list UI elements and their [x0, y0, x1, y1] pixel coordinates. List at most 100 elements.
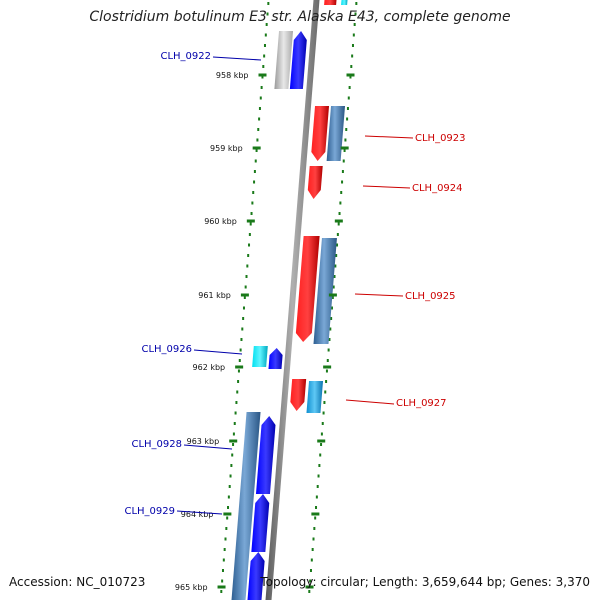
guide-dot-left: [256, 138, 259, 142]
guide-dot-right: [338, 212, 341, 215]
guide-dot-right: [309, 569, 312, 572]
tick-mark-right: [340, 146, 349, 150]
guide-dot-right: [337, 222, 340, 226]
guide-dot-right: [352, 33, 355, 37]
guide-dot-right: [342, 159, 345, 163]
guide-dot-left: [233, 422, 236, 425]
tick-label: 960 kbp: [204, 217, 237, 226]
guide-dot-left: [246, 264, 249, 268]
guide-dot-right: [350, 65, 353, 68]
guide-dot-left: [267, 2, 270, 5]
guide-dot-left: [237, 369, 240, 373]
guide-dot-right: [327, 348, 330, 352]
tick-mark-left: [235, 365, 244, 369]
guide-dot-right: [321, 422, 324, 425]
guide-dot-left: [231, 453, 234, 457]
guide-dot-right: [325, 369, 328, 373]
gene-clh0923-steel: [326, 106, 346, 161]
guide-dot-left: [265, 23, 268, 26]
guide-dot-left: [264, 33, 267, 37]
guide-dot-left: [232, 432, 235, 436]
guide-dot-left: [253, 180, 256, 184]
guide-dot-left: [263, 54, 266, 58]
guide-dot-right: [317, 474, 320, 478]
tick-mark-right: [311, 512, 320, 516]
guide-dot-right: [348, 86, 351, 89]
gene-clh0922: [289, 31, 307, 89]
guide-dot-left: [225, 527, 228, 530]
guide-dot-left: [234, 411, 237, 415]
guide-dot-left: [240, 338, 243, 341]
guide-dot-left: [236, 390, 239, 394]
guide-dot-right: [316, 485, 319, 488]
guide-dot-right: [318, 464, 321, 467]
guide-dot-right: [320, 443, 323, 446]
guide-dot-right: [333, 275, 336, 278]
guide-dot-left: [258, 107, 261, 110]
guide-dot-right: [336, 233, 339, 236]
tick-mark-left: [252, 146, 261, 150]
guide-dot-right: [315, 495, 318, 499]
gene-clh0929: [251, 494, 270, 552]
guide-dot-right: [332, 285, 335, 289]
gene-clh0923: [311, 106, 330, 161]
gene-clh0924: [307, 166, 323, 199]
guide-dot-left: [227, 495, 230, 499]
guide-dot-right: [346, 107, 349, 110]
guide-dot-right: [329, 327, 332, 331]
genome-stats-text: Topology: circular; Length: 3,659,644 bp…: [260, 575, 590, 589]
gene-features: [231, 0, 348, 600]
accession-text: Accession: NC_010723: [9, 575, 146, 589]
guide-dot-left: [239, 348, 242, 352]
gene-clh0925-steel: [313, 238, 337, 344]
guide-dot-right: [324, 390, 327, 394]
guide-dot-left: [222, 558, 225, 562]
tick-label: 964 kbp: [181, 510, 214, 519]
tick-label: 961 kbp: [198, 291, 231, 300]
gene-label-leader: [212, 56, 262, 61]
tick-mark-left: [223, 512, 232, 516]
guide-dot-left: [229, 474, 232, 478]
guide-dot-left: [259, 96, 262, 100]
guide-dot-left: [224, 537, 227, 541]
tick-label: 963 kbp: [187, 437, 220, 446]
tick-mark-left: [229, 439, 238, 443]
guide-dot-right: [353, 23, 356, 26]
guide-dot-right: [326, 359, 329, 362]
guide-dot-left: [223, 548, 226, 551]
guide-dot-left: [220, 590, 223, 593]
gene-label: CLH_0924: [412, 183, 463, 194]
guide-dot-left: [226, 516, 229, 520]
guide-dot-right: [314, 516, 317, 520]
guide-dot-right: [330, 306, 333, 310]
guide-dot-right: [351, 54, 354, 58]
guide-dot-right: [340, 191, 343, 194]
guide-dot-left: [247, 254, 250, 257]
tick-mark-right: [328, 293, 337, 297]
guide-dot-left: [249, 222, 252, 226]
tick-mark-left: [240, 293, 249, 297]
guide-dot-left: [252, 191, 255, 194]
gene-label-leader: [176, 510, 223, 515]
guide-dot-left: [248, 243, 251, 247]
gene-top-cyan: [341, 0, 348, 5]
guide-dot-right: [344, 138, 347, 142]
gene-clh0922-gray: [274, 31, 294, 89]
guide-dot-left: [238, 359, 241, 362]
guide-dot-left: [241, 327, 244, 331]
gene-clh0928-steel: [231, 412, 261, 600]
tick-marks: 958 kbp 959 kbp 960 kbp 961 kbp 962 kbp 963 k…: [175, 71, 355, 592]
gene-label: CLH_0929: [124, 506, 175, 517]
guide-dot-right: [325, 380, 328, 383]
gene-clh0927: [290, 379, 307, 411]
guide-dot-right: [313, 527, 316, 530]
guide-dot-right: [335, 254, 338, 257]
guide-dot-left: [250, 212, 253, 215]
guide-dot-left: [251, 201, 254, 205]
dotted-guides: [220, 2, 358, 593]
tick-label: 962 kbp: [193, 363, 226, 372]
gene-clh0926: [268, 348, 283, 369]
tick-mark-right: [305, 585, 314, 589]
guide-dot-right: [346, 117, 349, 121]
guide-dot-right: [351, 44, 354, 47]
